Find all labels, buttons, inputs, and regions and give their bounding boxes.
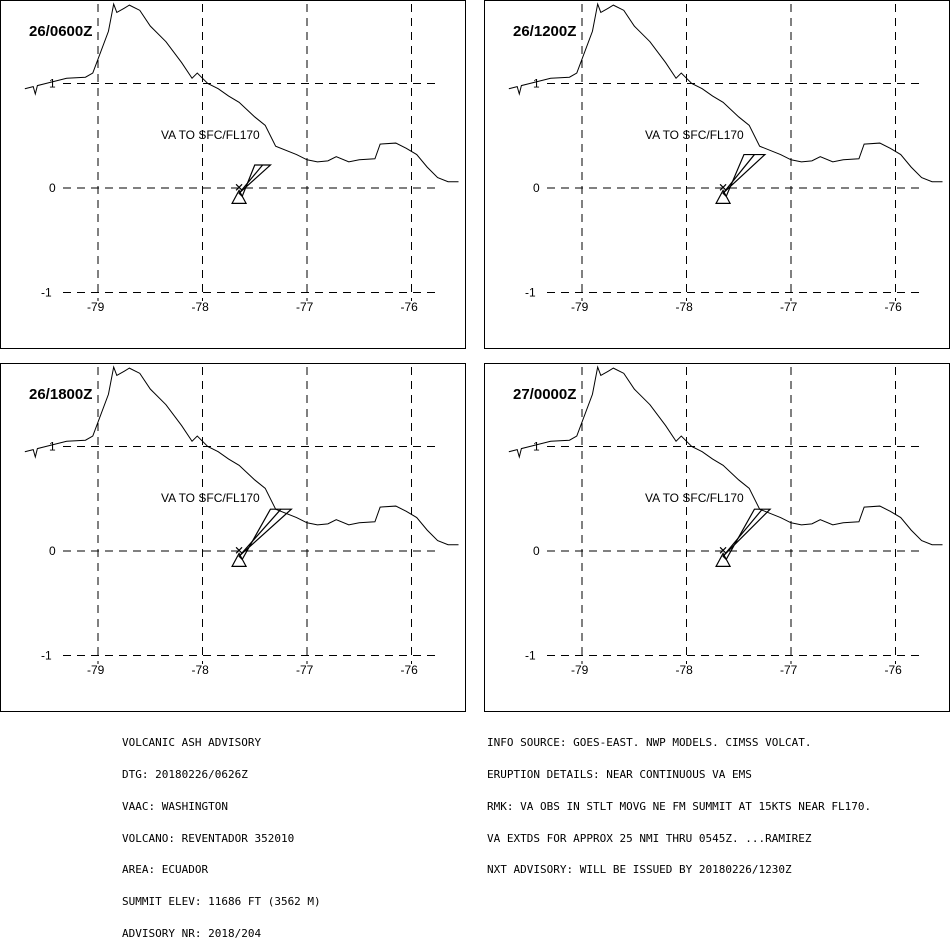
ash-plume-axis (722, 154, 755, 194)
advisory-left-line: SUMMIT ELEV: 11686 FT (3562 M) (122, 895, 321, 909)
map-svg-2: -79 -78 -77 -76 1 0 -1 26/1200Z VA TO SFC/FL170 (508, 2, 943, 314)
lon-tick-label: -79 (87, 300, 105, 314)
coastline (24, 2, 459, 183)
ash-plume-axis (238, 164, 264, 194)
lon-tick-label: -77 (296, 300, 314, 314)
panel-time-title: 26/1200Z (513, 23, 576, 40)
advisory-right-line: INFO SOURCE: GOES-EAST. NWP MODELS. CIMS… (487, 736, 812, 750)
coastline (508, 2, 943, 183)
advisory-left-line: VOLCANIC ASH ADVISORY (122, 736, 262, 750)
lon-tick-label: -76 (885, 663, 903, 677)
panel-time-title: 26/1800Z (29, 386, 92, 403)
ash-plume-axis (722, 508, 763, 557)
ash-plume-polygon (238, 508, 293, 561)
lat-tick-label: 0 (49, 544, 56, 558)
ash-source-marker-icon (719, 183, 727, 191)
coastline (24, 365, 459, 546)
map-panel-1: -79 -78 -77 -76 1 0 -1 26/0600Z VA TO SFC/FL170 (0, 0, 466, 349)
volcano-triangle-icon (231, 552, 248, 567)
ash-height-label: VA TO SFC/FL170 (645, 491, 744, 505)
map-panel-4: -79 -78 -77 -76 1 0 -1 27/0000Z VA TO SFC/FL170 (484, 363, 950, 712)
lat-tick-label: 0 (533, 544, 540, 558)
ash-source-marker-icon (235, 183, 243, 191)
lon-tick-label: -79 (571, 300, 589, 314)
advisory-left-line: DTG: 20180226/0626Z (122, 767, 248, 781)
map-svg-3: -79 -78 -77 -76 1 0 -1 26/1800Z VA TO SFC/FL170 (24, 365, 459, 677)
lat-tick-label: 1 (533, 440, 540, 454)
advisory-left-line: VOLCANO: REVENTADOR 352010 (122, 831, 295, 845)
lon-tick-label: -79 (571, 663, 589, 677)
coastline (508, 365, 943, 546)
lat-tick-label: -1 (525, 286, 536, 300)
lon-tick-label: -78 (676, 663, 694, 677)
lon-tick-label: -78 (192, 300, 210, 314)
ash-plume-polygon (238, 164, 272, 198)
map-svg-1: -79 -78 -77 -76 1 0 -1 26/0600Z VA TO SFC/FL170 (24, 2, 459, 314)
ash-plume-axis (238, 508, 282, 557)
ash-source-marker-icon (235, 546, 243, 554)
advisory-left-line: AREA: ECUADOR (122, 863, 209, 877)
advisory-right-line: VA EXTDS FOR APPROX 25 NMI THRU 0545Z. .… (487, 831, 812, 845)
lat-tick-label: -1 (525, 649, 536, 663)
lon-tick-label: -76 (885, 300, 903, 314)
lon-tick-label: -76 (401, 300, 419, 314)
ash-plume-polygon (722, 153, 767, 198)
lon-tick-label: -77 (780, 300, 798, 314)
lon-tick-label: -78 (676, 300, 694, 314)
lat-tick-label: 0 (49, 181, 56, 195)
ash-height-label: VA TO SFC/FL170 (645, 128, 744, 142)
advisory-right-line: NXT ADVISORY: WILL BE ISSUED BY 20180226… (487, 863, 792, 877)
lon-tick-label: -79 (87, 663, 105, 677)
advisory-left-line: VAAC: WASHINGTON (122, 799, 228, 813)
ash-height-label: VA TO SFC/FL170 (161, 128, 260, 142)
ash-plume-polygon (722, 508, 772, 561)
lon-tick-label: -77 (296, 663, 314, 677)
lat-tick-label: 1 (49, 77, 56, 91)
advisory-left-line: ADVISORY NR: 2018/204 (122, 926, 262, 940)
lon-tick-label: -77 (780, 663, 798, 677)
advisory-right-text: INFO SOURCE: GOES-EAST. NWP MODELS. CIMS… (487, 717, 871, 887)
map-svg-4: -79 -78 -77 -76 1 0 -1 27/0000Z VA TO SFC/FL170 (508, 365, 943, 677)
lat-tick-label: 1 (533, 77, 540, 91)
ash-height-label: VA TO SFC/FL170 (161, 491, 260, 505)
lon-tick-label: -76 (401, 663, 419, 677)
map-panel-3: -79 -78 -77 -76 1 0 -1 26/1800Z VA TO SFC/FL170 (0, 363, 466, 712)
panel-time-title: 26/0600Z (29, 23, 92, 40)
lat-tick-label: 0 (533, 181, 540, 195)
advisory-right-line: RMK: VA OBS IN STLT MOVG NE FM SUMMIT AT… (487, 799, 872, 813)
ash-source-marker-icon (719, 546, 727, 554)
volcano-triangle-icon (231, 189, 248, 204)
advisory-right-line: ERUPTION DETAILS: NEAR CONTINUOUS VA EMS (487, 767, 752, 781)
lat-tick-label: 1 (49, 440, 56, 454)
volcano-triangle-icon (715, 189, 732, 204)
lat-tick-label: -1 (41, 286, 52, 300)
map-panel-2: -79 -78 -77 -76 1 0 -1 26/1200Z VA TO SFC/FL170 (484, 0, 950, 349)
panel-time-title: 27/0000Z (513, 386, 576, 403)
lon-tick-label: -78 (192, 663, 210, 677)
volcano-triangle-icon (715, 552, 732, 567)
advisory-left-text: VOLCANIC ASH ADVISORY DTG: 20180226/0626… (122, 717, 321, 950)
lat-tick-label: -1 (41, 649, 52, 663)
